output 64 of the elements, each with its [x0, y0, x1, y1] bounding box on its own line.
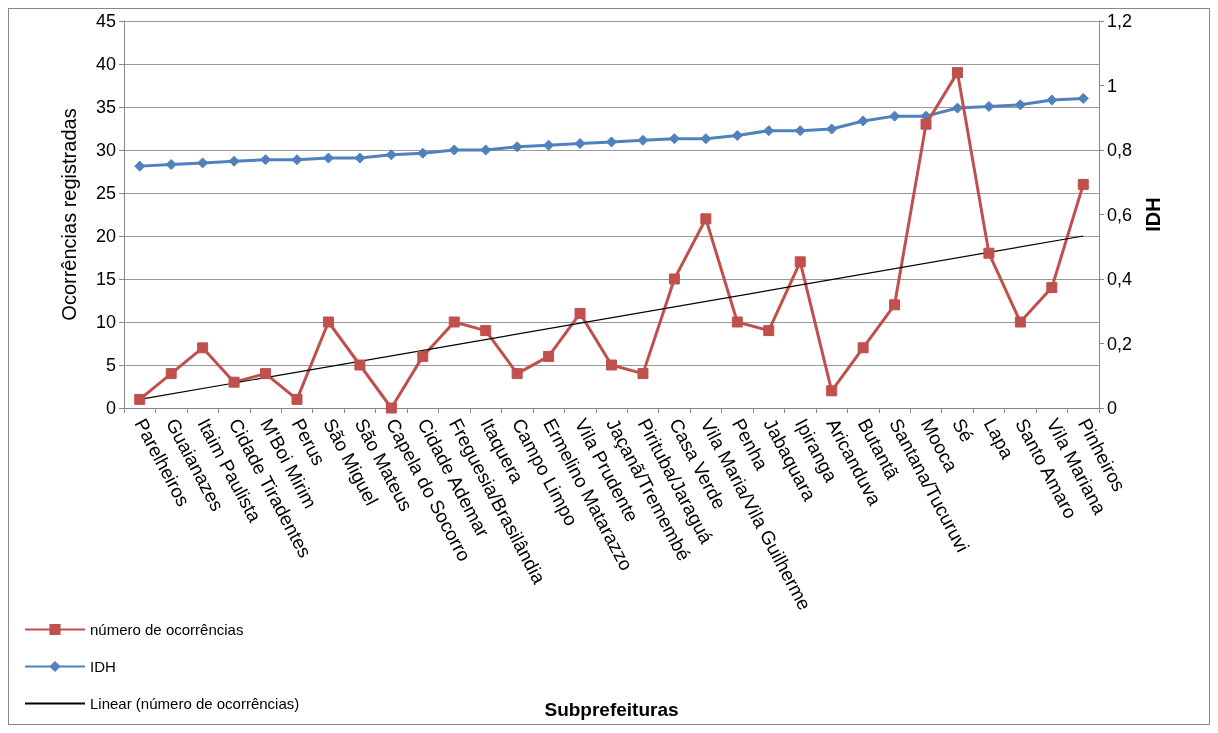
y2-tick-label: 0,6	[1107, 204, 1133, 225]
point	[763, 325, 775, 337]
y-tick-label: 30	[95, 140, 116, 160]
point	[637, 368, 649, 380]
y2-tick-label: 0,4	[1107, 269, 1133, 289]
point	[668, 273, 680, 285]
point	[260, 368, 272, 380]
y2-tick-label: 0,2	[1107, 333, 1133, 354]
point	[385, 402, 397, 414]
legend-label: Linear (número de ocorrências)	[90, 695, 300, 712]
point	[354, 359, 366, 371]
y2-axis-title: IDH	[1141, 197, 1164, 232]
point	[228, 376, 240, 388]
point	[951, 102, 963, 114]
y-tick-label: 45	[95, 11, 116, 31]
point	[1077, 178, 1089, 190]
legend-label: número de ocorrências	[90, 621, 244, 638]
point	[731, 316, 743, 328]
y-tick-label: 5	[105, 355, 116, 375]
point	[606, 136, 617, 148]
y-tick-label: 0	[105, 398, 116, 418]
point	[134, 393, 146, 405]
y2-tick-label: 0,8	[1107, 140, 1133, 160]
point	[606, 359, 617, 371]
point	[165, 159, 177, 171]
point	[857, 115, 869, 127]
point	[574, 307, 586, 319]
point	[889, 299, 901, 311]
point	[920, 118, 932, 130]
point	[543, 350, 555, 362]
point	[574, 138, 586, 150]
y-tick-label: 40	[95, 54, 116, 74]
y2-tick-label: 0	[1107, 398, 1118, 418]
y-axis-title: Ocorrências registradas	[58, 108, 80, 321]
point	[983, 247, 995, 259]
point	[197, 342, 209, 354]
point	[480, 325, 492, 337]
x-axis-title: Subprefeituras	[544, 699, 679, 720]
point	[857, 342, 869, 354]
point	[700, 133, 712, 145]
point	[322, 316, 334, 328]
point	[826, 123, 838, 135]
legend-label: IDH	[90, 658, 116, 675]
point	[826, 385, 838, 397]
point	[951, 67, 963, 79]
point	[1014, 316, 1026, 328]
point	[700, 213, 712, 225]
y-tick-label: 10	[95, 312, 116, 332]
point	[983, 100, 995, 112]
point	[165, 368, 177, 380]
y-tick-label: 25	[95, 183, 116, 203]
y2-tick-label: 1	[1107, 75, 1118, 96]
point	[448, 316, 460, 328]
y2-tick-label: 1,2	[1107, 11, 1133, 31]
point	[511, 368, 523, 380]
point	[1046, 282, 1058, 294]
point	[417, 350, 429, 362]
y-tick-label: 35	[95, 97, 116, 117]
point	[291, 393, 303, 405]
point	[1077, 92, 1089, 104]
y-tick-label: 15	[95, 269, 116, 289]
y-tick-label: 20	[95, 226, 116, 246]
point	[794, 256, 806, 268]
point	[731, 129, 743, 141]
